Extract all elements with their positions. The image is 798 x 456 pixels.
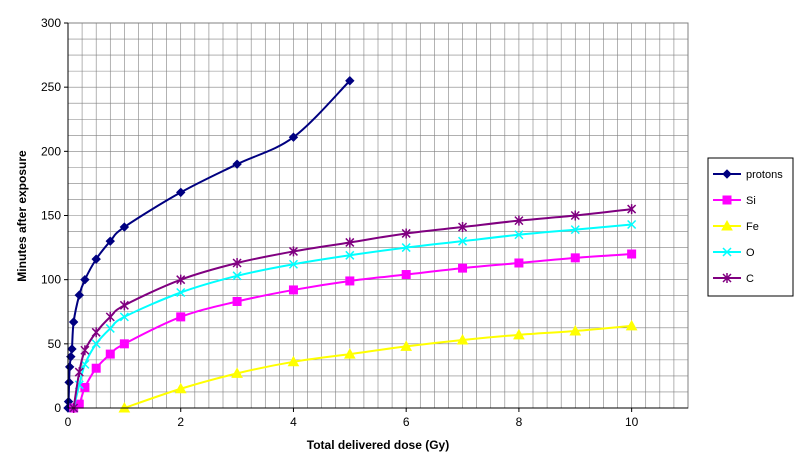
data-point-protons <box>68 317 79 327</box>
y-axis-title: Minutes after exposure <box>15 150 29 282</box>
data-point-fe <box>569 324 582 336</box>
data-point-si <box>627 249 637 259</box>
x-tick-label: 0 <box>65 415 72 429</box>
series-c <box>69 204 637 413</box>
y-tick-label: 0 <box>54 401 61 415</box>
data-point-fe <box>625 319 638 331</box>
legend-label-c: C <box>746 273 754 285</box>
data-point-protons <box>345 76 355 86</box>
data-point-c <box>345 237 355 248</box>
data-point-protons <box>80 274 90 285</box>
data-point-si <box>570 253 580 263</box>
data-point-si <box>514 258 524 268</box>
y-tick-label: 150 <box>41 209 61 223</box>
data-point-o <box>119 312 129 322</box>
data-point-o <box>514 230 524 240</box>
data-point-o <box>91 339 101 349</box>
data-point-si <box>176 312 186 322</box>
x-tick-label: 6 <box>403 415 410 429</box>
data-point-o <box>345 250 355 260</box>
series-si <box>69 249 637 413</box>
x-tick-label: 4 <box>290 415 297 429</box>
legend-label-o: O <box>746 247 755 259</box>
data-point-protons <box>67 344 77 354</box>
data-point-fe <box>456 333 469 345</box>
data-point-c <box>570 210 580 221</box>
data-point-c <box>401 228 411 239</box>
data-point-o <box>176 287 186 298</box>
data-point-si <box>345 276 355 286</box>
data-point-si <box>458 263 468 273</box>
data-point-c <box>105 311 115 322</box>
data-point-c <box>80 345 90 356</box>
data-point-c <box>91 327 101 338</box>
legend-marker-o <box>722 247 732 257</box>
data-point-fe <box>343 348 356 359</box>
data-point-fe <box>174 382 187 394</box>
data-point-protons <box>119 222 130 232</box>
y-axis-ticks: 0 50 100 150 200 250 300 <box>41 16 68 415</box>
x-tick-label: 10 <box>625 415 639 429</box>
data-point-protons <box>288 132 299 142</box>
data-point-c <box>74 367 84 378</box>
data-point-si <box>119 339 129 349</box>
data-point-protons <box>91 254 101 264</box>
legend-marker-c <box>722 273 732 283</box>
series-protons <box>63 76 355 413</box>
data-point-c <box>288 246 298 257</box>
data-point-si <box>232 296 242 306</box>
data-point-o <box>570 225 580 235</box>
grid-lines <box>68 23 688 408</box>
legend-label-fe: Fe <box>746 221 759 233</box>
data-point-si <box>288 285 298 295</box>
data-point-fe <box>513 328 525 340</box>
data-point-fe <box>231 367 243 378</box>
data-point-fe <box>400 340 413 351</box>
data-point-c <box>514 215 524 226</box>
x-axis-ticks: 0 2 4 6 8 10 <box>65 408 639 429</box>
legend-marker-fe <box>721 219 733 231</box>
data-point-c <box>119 300 129 311</box>
y-tick-label: 300 <box>41 16 61 30</box>
series-fe <box>118 319 638 413</box>
y-tick-label: 200 <box>41 144 61 158</box>
legend-marker-protons <box>722 169 732 179</box>
data-point-protons <box>64 377 74 388</box>
legend-label-protons: protons <box>746 169 783 181</box>
data-point-o <box>458 236 468 246</box>
data-point-o <box>232 271 242 281</box>
x-axis-title: Total delivered dose (Gy) <box>307 438 449 452</box>
data-point-c <box>176 274 186 285</box>
y-tick-label: 100 <box>41 273 61 287</box>
series-line-fe <box>124 324 632 409</box>
data-point-protons <box>232 159 242 169</box>
data-point-fe <box>287 355 300 367</box>
legend-marker-si <box>722 195 732 205</box>
data-point-o <box>105 323 115 333</box>
data-point-o <box>401 243 411 253</box>
x-tick-label: 2 <box>177 415 184 429</box>
series-group <box>63 76 638 413</box>
data-point-o <box>288 259 298 269</box>
data-point-c <box>232 257 242 268</box>
data-point-c <box>627 204 637 215</box>
data-point-si <box>91 363 101 373</box>
data-point-protons <box>105 236 115 246</box>
data-point-si <box>105 349 115 359</box>
data-point-c <box>458 222 468 233</box>
data-point-protons <box>176 187 186 198</box>
data-point-si <box>401 270 411 280</box>
legend: protons Si Fe O C <box>707 157 794 297</box>
legend-label-si: Si <box>746 195 756 207</box>
x-tick-label: 8 <box>516 415 523 429</box>
data-point-protons <box>74 290 84 300</box>
data-point-o <box>627 219 637 230</box>
y-tick-label: 50 <box>48 337 62 351</box>
y-tick-label: 250 <box>41 80 61 94</box>
series-line-protons <box>67 80 351 409</box>
